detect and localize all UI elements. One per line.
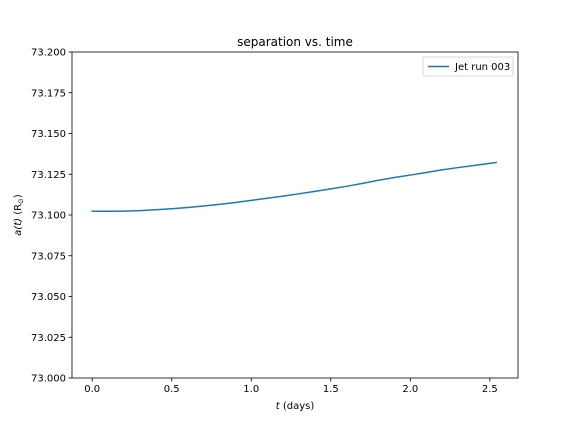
axes-frame bbox=[71, 51, 519, 379]
legend-box bbox=[422, 56, 514, 77]
series-line-1 bbox=[91, 161, 498, 212]
y-tick-label: 73.150 bbox=[31, 129, 66, 140]
x-tick-label: 2.0 bbox=[402, 384, 418, 395]
y-tick-label: 73.050 bbox=[31, 292, 66, 303]
chart-title: separation vs. time bbox=[237, 35, 353, 49]
y-tick-label: 73.000 bbox=[31, 374, 66, 385]
y-tick-label: 73.025 bbox=[31, 333, 66, 344]
x-tick-label: 2.5 bbox=[482, 384, 498, 395]
y-tick-label: 73.125 bbox=[31, 170, 66, 181]
y-tick-label: 73.200 bbox=[31, 48, 66, 59]
y-tick-label: 73.075 bbox=[31, 251, 66, 262]
y-tick-label: 73.175 bbox=[31, 88, 66, 99]
plot-area: 0.0 0.5 1.0 1.5 2.0 2.5 73.000 73.025 73.050 73.0… bbox=[31, 48, 519, 395]
x-tick-label: 1.5 bbox=[323, 384, 339, 395]
y-axis-label: a(t) (R⊙) bbox=[13, 194, 25, 236]
legend-label: Jet run 003 bbox=[454, 62, 510, 73]
x-tick-label: 0.5 bbox=[164, 384, 180, 395]
x-tick-label: 0.0 bbox=[84, 384, 100, 395]
x-tick-label: 1.0 bbox=[243, 384, 259, 395]
x-axis-label: t (days) bbox=[276, 401, 315, 412]
y-tick-label: 73.100 bbox=[31, 211, 66, 222]
